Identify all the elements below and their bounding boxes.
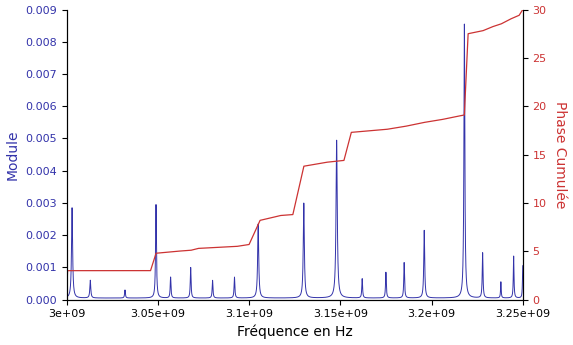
X-axis label: Fréquence en Hz: Fréquence en Hz	[237, 325, 352, 339]
Y-axis label: Module: Module	[6, 129, 19, 180]
Y-axis label: Phase Cumulée: Phase Cumulée	[554, 101, 567, 208]
